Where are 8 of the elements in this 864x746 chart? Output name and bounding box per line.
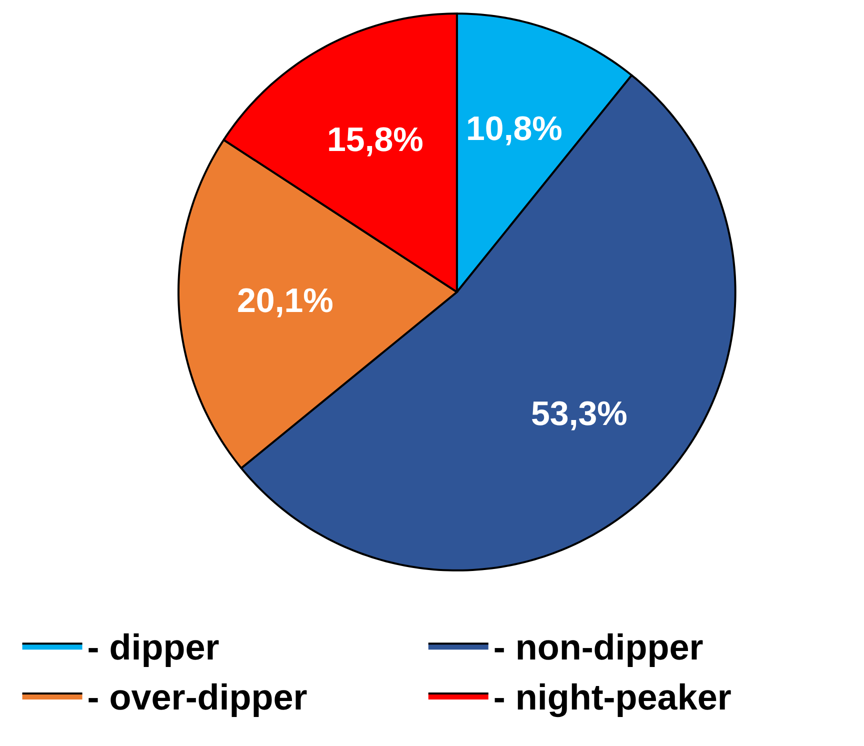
data-label: 15,8% xyxy=(327,121,424,159)
legend-label: - non-dipper xyxy=(493,626,704,668)
legend-label: - over-dipper xyxy=(87,676,308,718)
data-label: 20,1% xyxy=(237,282,334,320)
legend-label: - night-peaker xyxy=(493,676,732,718)
data-label: 10,8% xyxy=(466,110,562,148)
legend-label: - dipper xyxy=(87,626,220,668)
data-label: 53,3% xyxy=(531,395,628,433)
